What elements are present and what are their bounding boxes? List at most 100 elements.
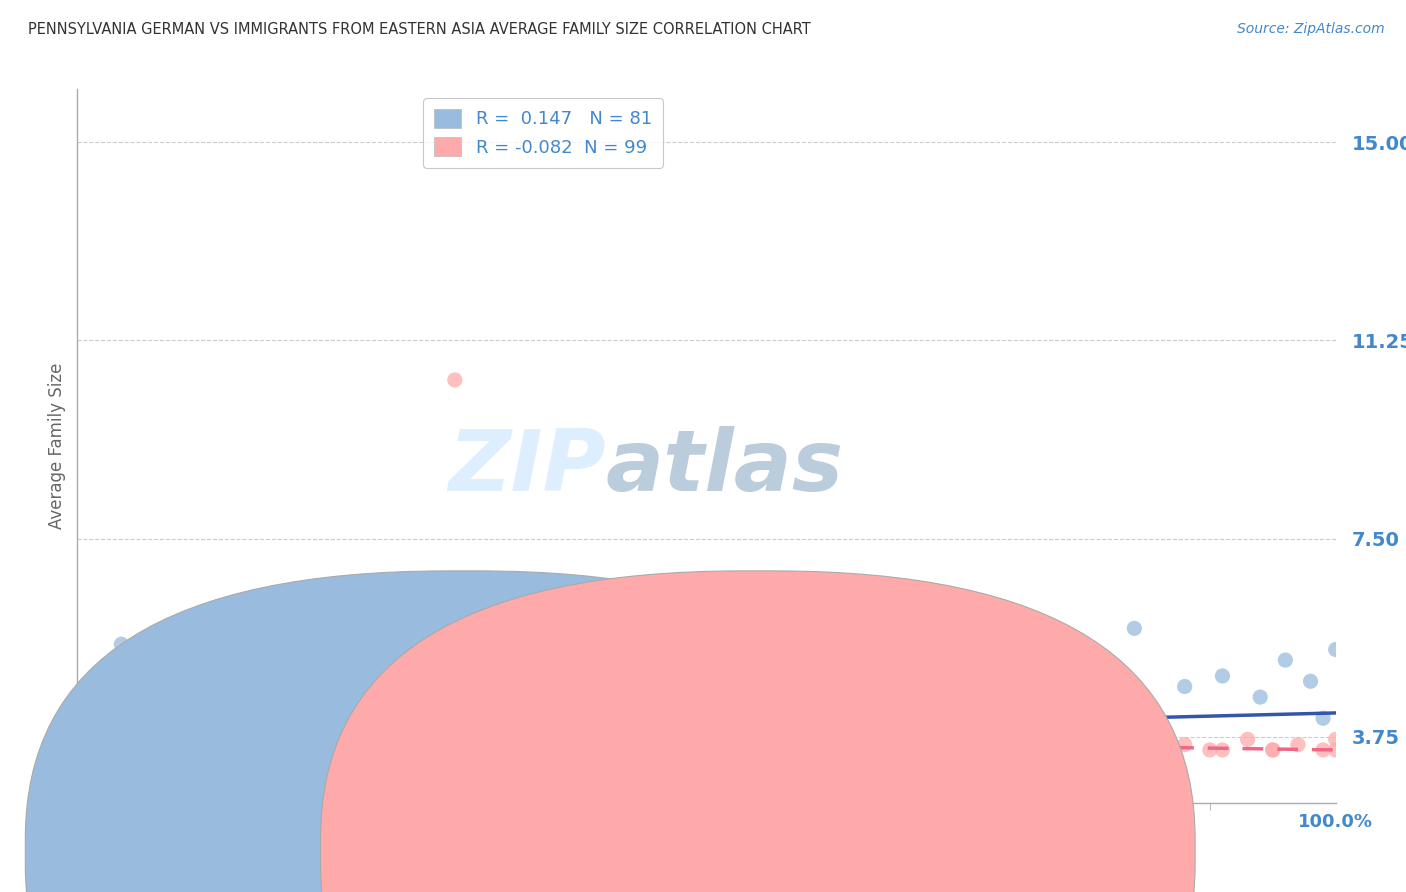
Point: [1073, 700, 1095, 714]
Point: [651, 727, 673, 741]
Text: Immigrants from Eastern Asia: Immigrants from Eastern Asia: [808, 845, 1056, 863]
Point: [948, 674, 970, 689]
Point: [72, 722, 94, 736]
Point: [948, 743, 970, 757]
Point: [1060, 743, 1083, 757]
Point: [127, 711, 149, 725]
Point: [174, 685, 197, 699]
Point: [93, 727, 115, 741]
Point: [115, 716, 138, 731]
Point: [94, 680, 117, 694]
Point: [86, 722, 108, 736]
Point: [456, 695, 478, 709]
Point: [80, 706, 103, 720]
Point: [336, 732, 359, 747]
Point: [239, 648, 262, 662]
Point: [394, 722, 416, 736]
Point: [1136, 743, 1159, 757]
Point: [79, 727, 101, 741]
Point: [83, 711, 105, 725]
Point: [120, 700, 142, 714]
Point: [696, 727, 718, 741]
Point: [821, 738, 844, 752]
Point: [91, 690, 114, 704]
Point: [846, 653, 869, 667]
Point: [76, 738, 98, 752]
Point: [111, 732, 134, 747]
Point: [156, 700, 179, 714]
Point: [84, 716, 107, 731]
Point: [122, 727, 145, 741]
Text: PENNSYLVANIA GERMAN VS IMMIGRANTS FROM EASTERN ASIA AVERAGE FAMILY SIZE CORRELAT: PENNSYLVANIA GERMAN VS IMMIGRANTS FROM E…: [28, 22, 811, 37]
Point: [506, 722, 529, 736]
Point: [82, 732, 104, 747]
Point: [83, 706, 105, 720]
Point: [519, 658, 541, 673]
Point: [432, 653, 454, 667]
Point: [910, 732, 932, 747]
Point: [1324, 732, 1347, 747]
Point: [135, 706, 157, 720]
Point: [108, 695, 131, 709]
Point: [89, 727, 111, 741]
Point: [87, 700, 110, 714]
Point: [162, 669, 184, 683]
Point: [569, 711, 592, 725]
Point: [526, 727, 548, 741]
Point: [127, 648, 149, 662]
Point: [207, 664, 229, 678]
Point: [745, 680, 768, 694]
Point: [131, 722, 153, 736]
Point: [150, 722, 173, 736]
Point: [84, 716, 107, 731]
Text: ZIP: ZIP: [449, 425, 606, 509]
Point: [318, 722, 340, 736]
Point: [796, 669, 818, 683]
Point: [198, 695, 221, 709]
Point: [444, 727, 467, 741]
Point: [231, 727, 253, 741]
Point: [468, 722, 491, 736]
Point: [1261, 743, 1284, 757]
Point: [163, 727, 186, 741]
Point: [758, 732, 780, 747]
Point: [141, 690, 163, 704]
Point: [290, 669, 312, 683]
Point: [84, 727, 107, 741]
Point: [720, 727, 742, 741]
Point: [633, 722, 655, 736]
Point: [758, 732, 780, 747]
Point: [356, 716, 378, 731]
Point: [696, 716, 718, 731]
Point: [323, 700, 346, 714]
Text: Source: ZipAtlas.com: Source: ZipAtlas.com: [1237, 22, 1385, 37]
Point: [696, 727, 718, 741]
Point: [1211, 669, 1233, 683]
Point: [145, 685, 167, 699]
Point: [834, 727, 856, 741]
Point: [269, 722, 291, 736]
Point: [620, 743, 643, 757]
Point: [103, 674, 125, 689]
Point: [91, 695, 114, 709]
Point: [84, 727, 107, 741]
Point: [1198, 743, 1220, 757]
Point: [588, 722, 610, 736]
Point: [90, 716, 112, 731]
Point: [122, 680, 145, 694]
Point: [191, 727, 215, 741]
Point: [242, 716, 264, 731]
Point: [1249, 690, 1271, 704]
Point: [250, 690, 273, 704]
Point: [177, 722, 200, 736]
Point: [444, 711, 467, 725]
Text: Pennsylvania Germans: Pennsylvania Germans: [513, 845, 703, 863]
Point: [1299, 674, 1322, 689]
Point: [263, 658, 285, 673]
Point: [557, 732, 579, 747]
Point: [897, 695, 920, 709]
Point: [551, 685, 574, 699]
Point: [76, 716, 98, 731]
Point: [89, 732, 111, 747]
Point: [211, 722, 233, 736]
